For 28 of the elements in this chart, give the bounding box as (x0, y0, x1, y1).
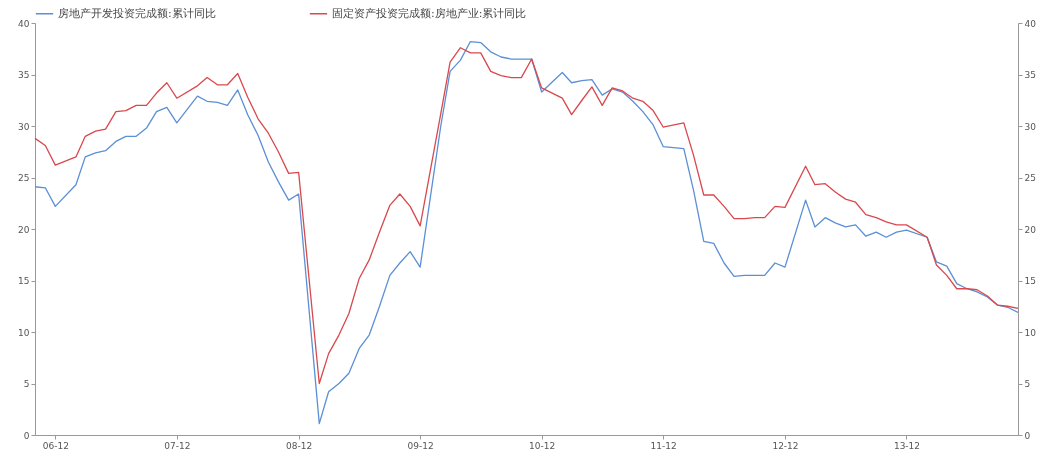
y-tick-label: 20 (18, 224, 30, 235)
y2-tick-label: 40 (1024, 18, 1037, 29)
x-tick-label: 09-12 (407, 440, 434, 450)
x-tick-label: 06-12 (42, 440, 69, 450)
y2-tick-label: 10 (1024, 327, 1037, 338)
y-tick-label: 35 (18, 70, 30, 80)
y2-tick-label: 0 (1024, 430, 1031, 441)
y2-tick-label: 5 (1024, 379, 1031, 389)
y-tick-label: 0 (23, 430, 30, 441)
x-tick-label: 11-12 (650, 440, 677, 450)
y-tick-label: 25 (18, 173, 30, 183)
legend-label: 固定资产投资完成额:房地产业:累计同比 (332, 6, 527, 20)
y-tick-label: 15 (18, 276, 30, 286)
x-tick-label: 12-12 (772, 440, 799, 450)
x-tick-label: 10-12 (529, 440, 556, 450)
legend-label: 房地产开发投资完成额:累计同比 (58, 6, 216, 20)
y2-tick-label: 25 (1024, 173, 1036, 183)
x-tick-label: 07-12 (164, 440, 191, 450)
y2-tick-label: 20 (1024, 224, 1037, 235)
y2-tick-label: 30 (1024, 121, 1037, 132)
y-tick-label: 5 (23, 379, 30, 389)
x-tick-label: 13-12 (893, 440, 921, 450)
y2-tick-label: 35 (1024, 70, 1036, 80)
y-tick-label: 30 (18, 121, 30, 132)
y-tick-label: 10 (18, 327, 30, 338)
y-tick-label: 40 (18, 18, 30, 29)
x-tick-label: 08-12 (286, 440, 313, 450)
y2-tick-label: 15 (1024, 276, 1036, 286)
